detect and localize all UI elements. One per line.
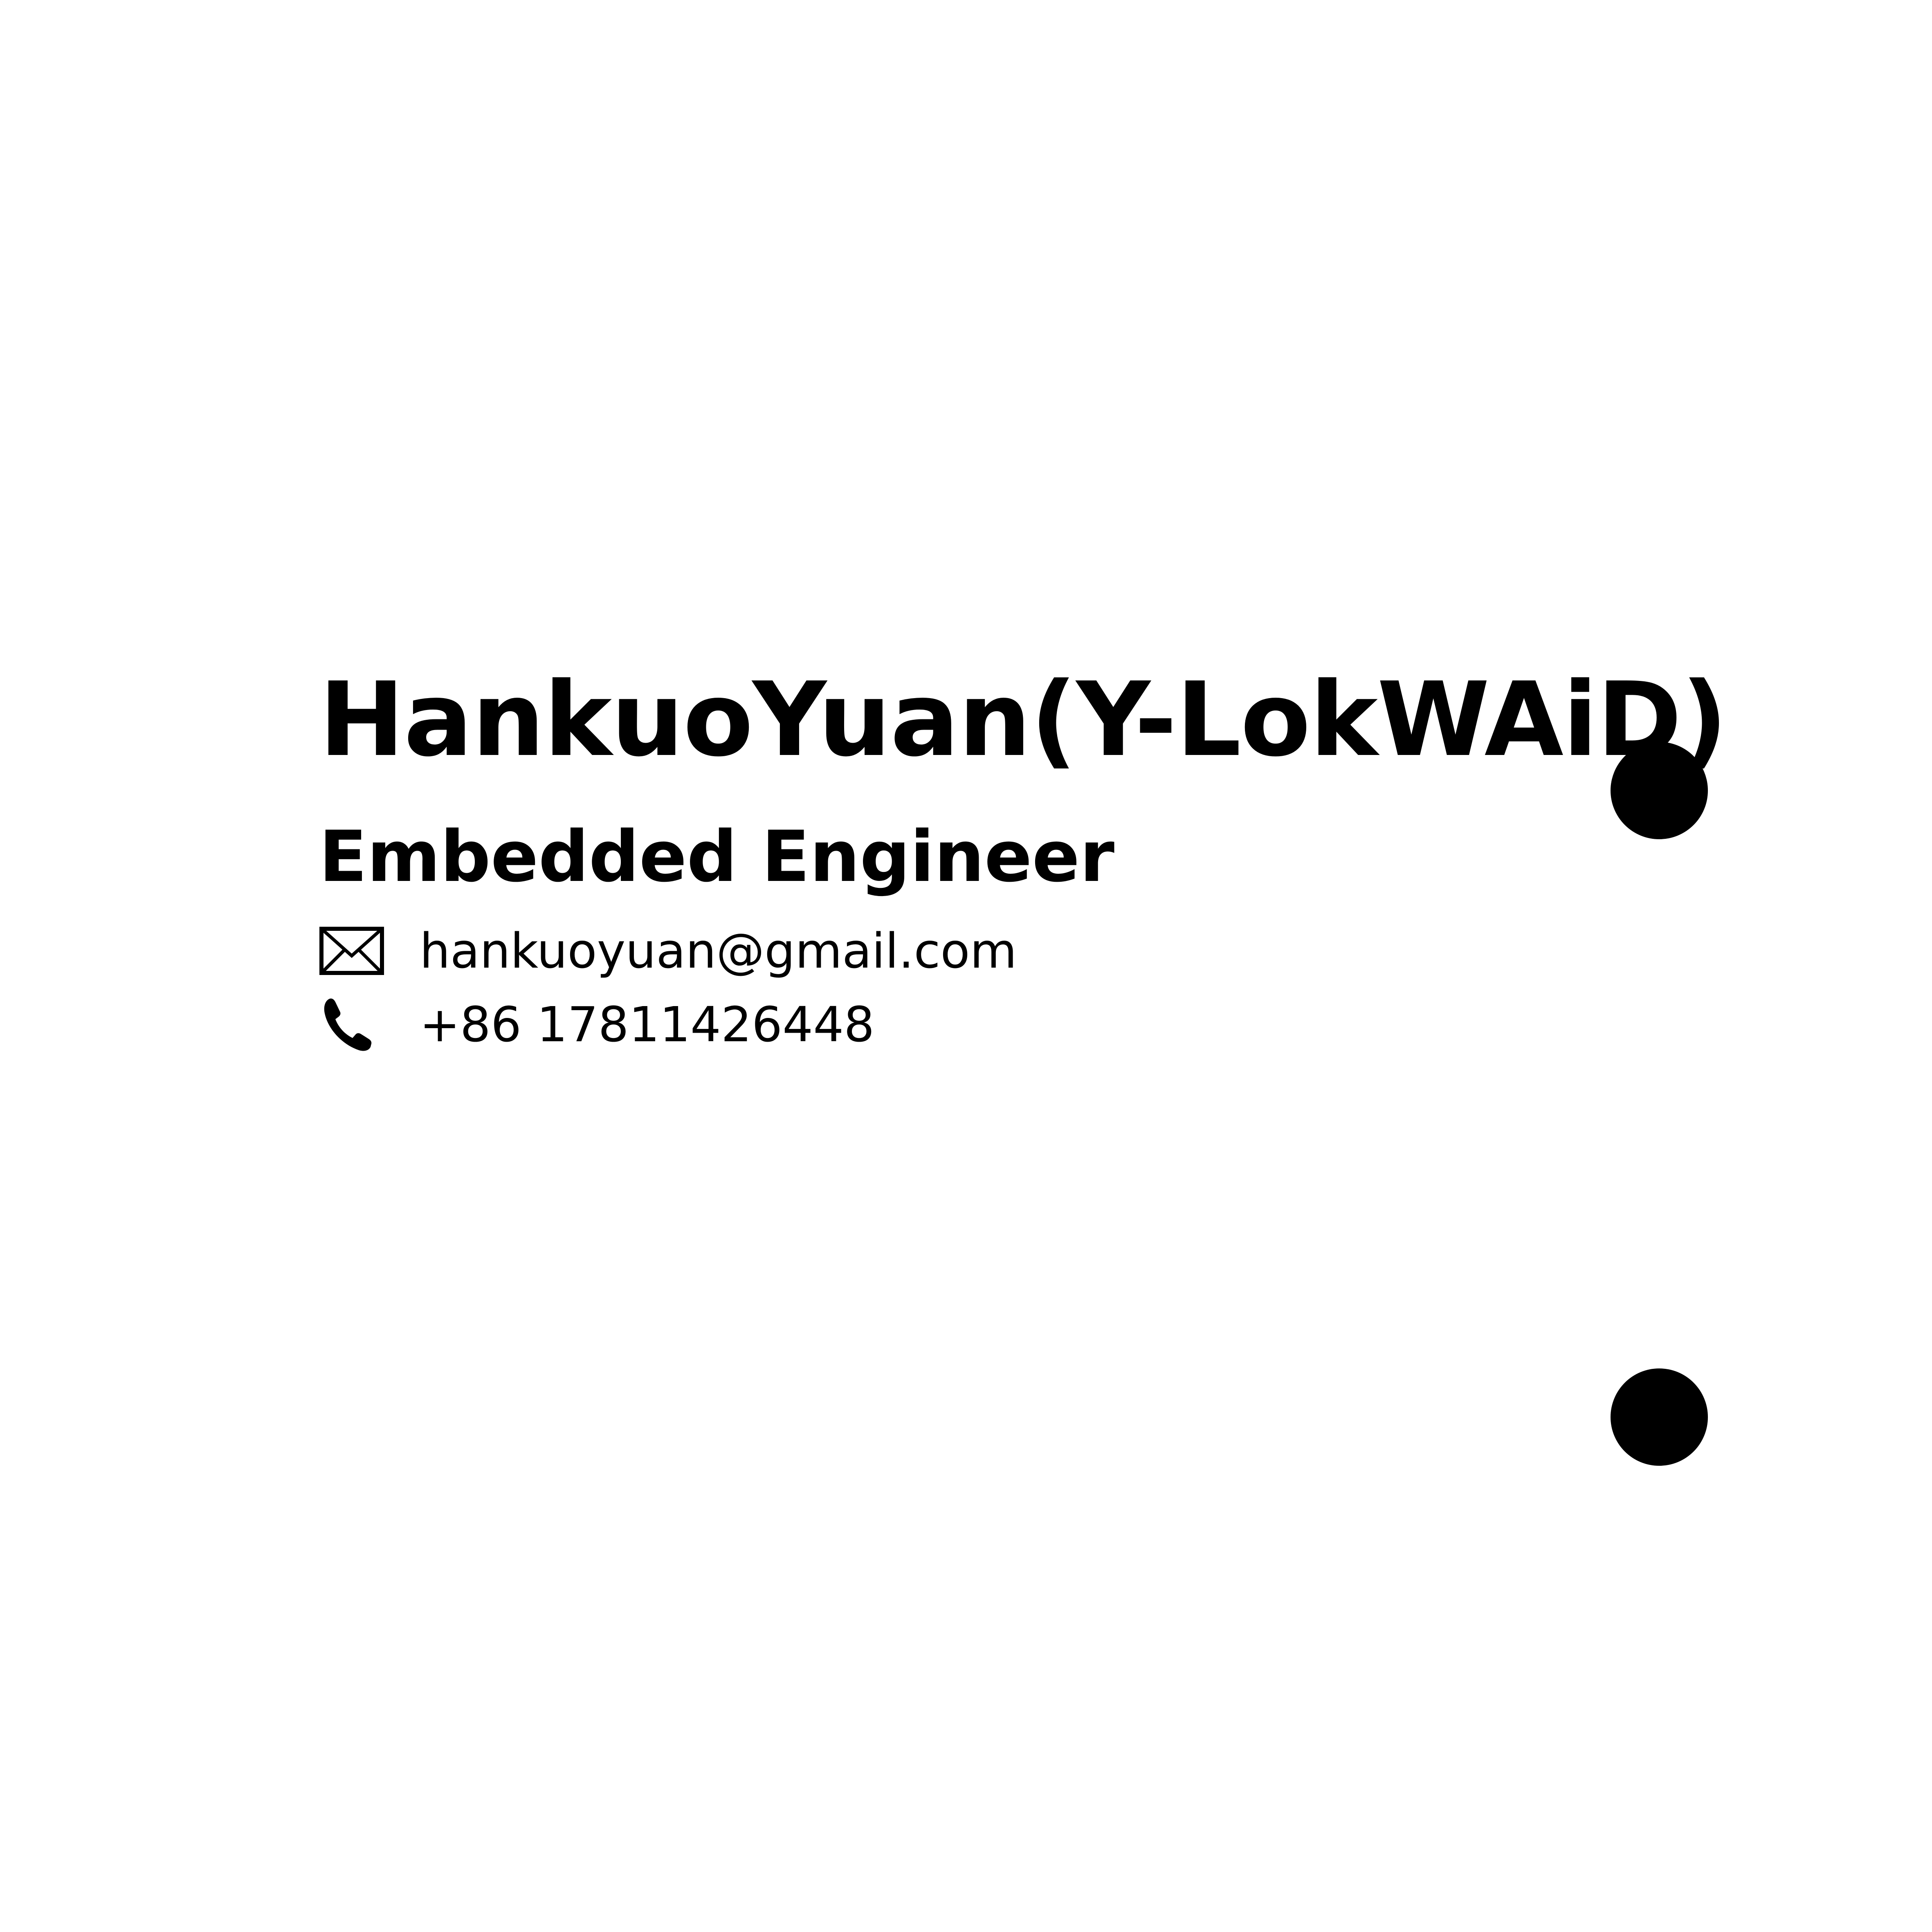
- email-link[interactable]: hankuoyuan@gmail.com: [420, 923, 1017, 979]
- job-title: Embedded Engineer: [319, 815, 1114, 898]
- envelope-icon: [319, 916, 389, 986]
- phone-icon: [319, 990, 389, 1059]
- person-name: HankuoYuan(Y-LokWAiD): [319, 660, 1728, 779]
- decorative-dot-top: [1611, 742, 1708, 839]
- email-row: hankuoyuan@gmail.com: [319, 916, 1017, 986]
- decorative-dot-bottom: [1611, 1368, 1708, 1466]
- phone-row: +86 17811426448: [319, 990, 874, 1059]
- phone-link[interactable]: +86 17811426448: [420, 996, 875, 1053]
